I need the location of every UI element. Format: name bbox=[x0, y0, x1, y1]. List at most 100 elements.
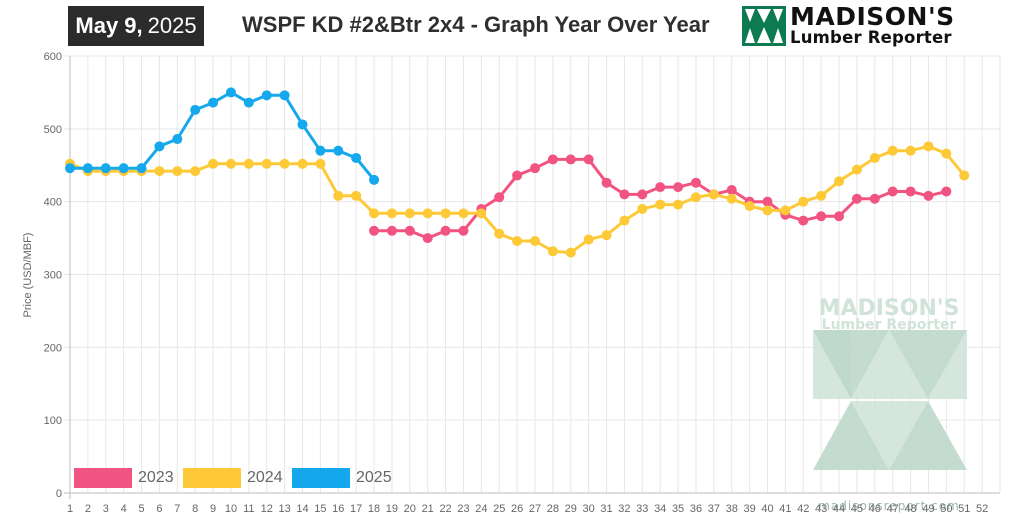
data-point-2024[interactable] bbox=[583, 234, 594, 245]
data-point-2025[interactable] bbox=[100, 163, 111, 174]
data-point-2023[interactable] bbox=[512, 170, 523, 181]
data-point-2024[interactable] bbox=[422, 208, 433, 219]
data-point-2025[interactable] bbox=[65, 163, 75, 174]
data-point-2024[interactable] bbox=[869, 152, 880, 163]
data-point-2023[interactable] bbox=[905, 186, 916, 197]
data-point-2024[interactable] bbox=[959, 170, 970, 181]
data-point-2025[interactable] bbox=[225, 87, 236, 98]
data-point-2024[interactable] bbox=[404, 208, 415, 219]
data-point-2024[interactable] bbox=[440, 208, 451, 219]
data-point-2024[interactable] bbox=[386, 208, 397, 219]
data-point-2024[interactable] bbox=[154, 166, 165, 177]
data-point-2025[interactable] bbox=[279, 90, 290, 101]
data-point-2024[interactable] bbox=[619, 215, 630, 226]
data-point-2023[interactable] bbox=[565, 154, 576, 165]
data-point-2025[interactable] bbox=[333, 145, 344, 156]
data-point-2023[interactable] bbox=[386, 225, 397, 236]
data-point-2024[interactable] bbox=[816, 190, 827, 201]
data-point-2023[interactable] bbox=[798, 215, 809, 226]
data-point-2024[interactable] bbox=[208, 158, 219, 169]
data-point-2024[interactable] bbox=[476, 208, 487, 219]
data-point-2024[interactable] bbox=[798, 196, 809, 207]
data-point-2023[interactable] bbox=[530, 163, 540, 174]
data-point-2024[interactable] bbox=[851, 164, 862, 175]
data-point-2024[interactable] bbox=[726, 193, 737, 204]
data-point-2023[interactable] bbox=[655, 182, 666, 193]
data-point-2024[interactable] bbox=[369, 208, 380, 219]
data-point-2024[interactable] bbox=[601, 230, 612, 241]
x-tick-label: 11 bbox=[243, 503, 254, 515]
data-point-2023[interactable] bbox=[458, 225, 469, 236]
data-point-2024[interactable] bbox=[261, 158, 272, 169]
data-point-2023[interactable] bbox=[726, 185, 737, 196]
data-point-2023[interactable] bbox=[762, 196, 773, 207]
data-point-2025[interactable] bbox=[172, 134, 183, 145]
data-point-2024[interactable] bbox=[941, 148, 952, 159]
data-point-2024[interactable] bbox=[547, 246, 558, 257]
data-point-2025[interactable] bbox=[261, 90, 272, 101]
data-point-2025[interactable] bbox=[136, 163, 147, 174]
data-point-2023[interactable] bbox=[619, 189, 630, 200]
data-point-2025[interactable] bbox=[154, 141, 165, 152]
data-point-2023[interactable] bbox=[422, 233, 433, 244]
data-point-2024[interactable] bbox=[923, 141, 934, 152]
x-tick-label: 2 bbox=[85, 503, 91, 515]
data-point-2023[interactable] bbox=[440, 225, 451, 236]
data-point-2024[interactable] bbox=[530, 235, 540, 246]
data-point-2023[interactable] bbox=[601, 177, 612, 188]
data-point-2025[interactable] bbox=[369, 174, 380, 185]
data-point-2024[interactable] bbox=[905, 145, 916, 156]
data-point-2025[interactable] bbox=[190, 104, 201, 115]
legend-item-2023[interactable]: 2023 bbox=[74, 464, 174, 492]
data-point-2023[interactable] bbox=[834, 211, 845, 222]
data-point-2024[interactable] bbox=[190, 166, 201, 177]
data-point-2024[interactable] bbox=[225, 158, 236, 169]
legend-item-2024[interactable]: 2024 bbox=[183, 464, 283, 492]
legend-item-2025[interactable]: 2025 bbox=[292, 464, 392, 492]
data-point-2023[interactable] bbox=[583, 154, 594, 165]
data-point-2025[interactable] bbox=[243, 97, 254, 108]
data-point-2024[interactable] bbox=[887, 145, 898, 156]
data-point-2024[interactable] bbox=[762, 205, 773, 216]
data-point-2025[interactable] bbox=[297, 119, 308, 130]
data-point-2023[interactable] bbox=[404, 225, 415, 236]
data-point-2023[interactable] bbox=[887, 186, 898, 197]
data-point-2023[interactable] bbox=[369, 225, 380, 236]
data-point-2023[interactable] bbox=[494, 192, 505, 203]
data-point-2023[interactable] bbox=[923, 190, 934, 201]
data-point-2024[interactable] bbox=[333, 190, 344, 201]
data-point-2023[interactable] bbox=[851, 193, 862, 204]
data-point-2023[interactable] bbox=[673, 182, 684, 193]
data-point-2024[interactable] bbox=[243, 158, 254, 169]
data-point-2023[interactable] bbox=[547, 154, 558, 165]
data-point-2024[interactable] bbox=[673, 199, 684, 210]
data-point-2025[interactable] bbox=[351, 152, 362, 163]
data-point-2024[interactable] bbox=[834, 176, 845, 187]
data-point-2023[interactable] bbox=[869, 193, 880, 204]
data-point-2023[interactable] bbox=[637, 189, 648, 200]
data-point-2024[interactable] bbox=[458, 208, 469, 219]
data-point-2024[interactable] bbox=[351, 190, 362, 201]
data-point-2024[interactable] bbox=[494, 228, 505, 239]
data-point-2023[interactable] bbox=[941, 186, 952, 197]
data-point-2024[interactable] bbox=[172, 166, 183, 177]
data-point-2024[interactable] bbox=[565, 247, 576, 258]
data-point-2023[interactable] bbox=[690, 177, 701, 188]
data-point-2024[interactable] bbox=[708, 189, 719, 200]
data-point-2024[interactable] bbox=[637, 203, 648, 214]
data-point-2023[interactable] bbox=[816, 211, 827, 222]
data-point-2024[interactable] bbox=[279, 158, 290, 169]
data-point-2024[interactable] bbox=[655, 199, 666, 210]
data-point-2025[interactable] bbox=[82, 163, 93, 174]
data-point-2024[interactable] bbox=[297, 158, 308, 169]
data-point-2024[interactable] bbox=[512, 235, 523, 246]
x-tick-label: 3 bbox=[103, 503, 109, 515]
data-point-2024[interactable] bbox=[315, 158, 326, 169]
data-point-2024[interactable] bbox=[780, 205, 791, 216]
data-point-2024[interactable] bbox=[690, 192, 701, 203]
x-tick-label: 25 bbox=[493, 503, 505, 515]
data-point-2025[interactable] bbox=[118, 163, 129, 174]
data-point-2025[interactable] bbox=[208, 97, 219, 108]
data-point-2024[interactable] bbox=[744, 201, 755, 212]
data-point-2025[interactable] bbox=[315, 145, 326, 156]
